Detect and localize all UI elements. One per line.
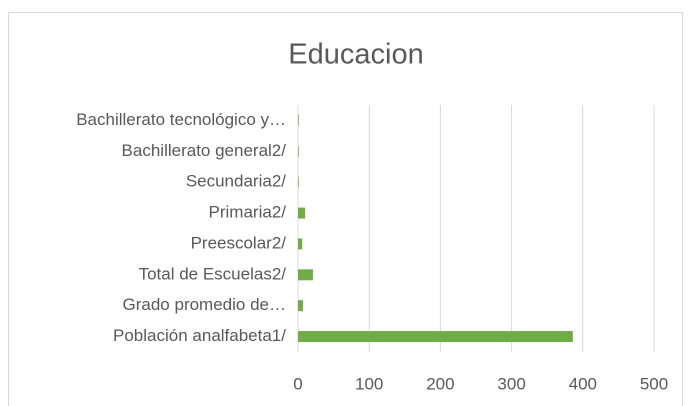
bar [298,207,306,219]
chart-border [8,12,683,406]
y-tick-label: Bachillerato tecnológico y… [76,110,286,129]
x-tick-label: 500 [640,374,668,393]
x-tick-label: 200 [426,374,454,393]
x-tick-label: 400 [569,374,597,393]
bar [298,331,573,343]
x-tick-label: 0 [293,374,302,393]
y-tick-label: Grado promedio de… [123,295,286,314]
x-tick-label: 300 [497,374,525,393]
y-tick-label: Total de Escuelas2/ [139,264,287,283]
bar [298,114,299,126]
bar [298,176,299,188]
chart-title: Educacion [288,39,423,71]
y-tick-label: Secundaria2/ [186,172,286,191]
y-tick-label: Población analfabeta1/ [113,326,286,345]
x-tick-label: 100 [355,374,383,393]
bar [298,269,313,281]
bar [298,145,299,157]
y-tick-label: Bachillerato general2/ [122,141,287,160]
y-tick-label: Preescolar2/ [191,233,287,252]
bar [298,238,303,250]
y-tick-label: Primaria2/ [209,203,287,222]
bar [298,300,303,312]
